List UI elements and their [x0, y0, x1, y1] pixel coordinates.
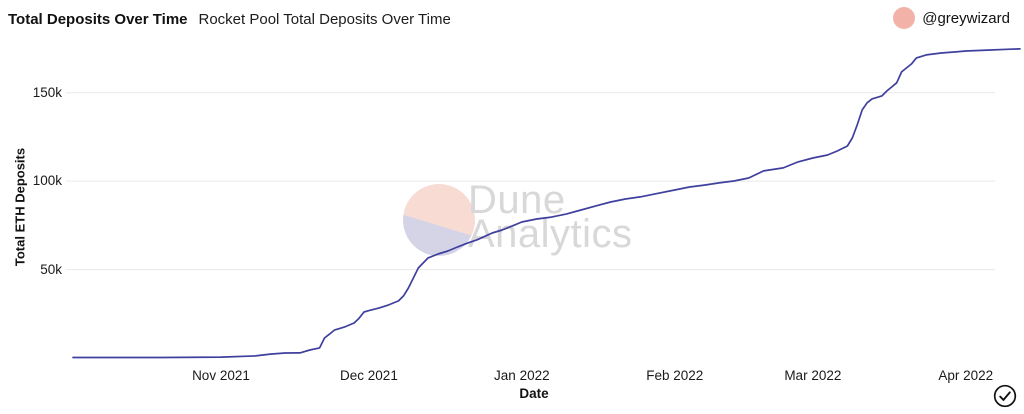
y-tick-label: 100k: [32, 173, 62, 189]
chart-header: Total Deposits Over Time Rocket Pool Tot…: [8, 7, 1016, 31]
check-circle-icon: [993, 384, 1017, 408]
x-tick-label: Feb 2022: [646, 368, 704, 383]
author-chip[interactable]: @greywizard: [893, 7, 1010, 29]
x-tick-label: Mar 2022: [784, 368, 842, 383]
x-tick-label: Apr 2022: [938, 368, 994, 383]
query-success-indicator: [992, 383, 1018, 409]
author-avatar: [893, 7, 916, 29]
x-axis-title: Date: [519, 386, 549, 401]
chart-title: Total Deposits Over Time: [8, 10, 188, 28]
y-tick-label: 50k: [40, 261, 62, 277]
chart-subtitle: Rocket Pool Total Deposits Over Time: [198, 10, 451, 28]
author-handle: @greywizard: [922, 9, 1010, 27]
x-tick-label: Dec 2021: [340, 368, 398, 383]
y-tick-label: 150k: [32, 84, 62, 100]
x-tick-label: Nov 2021: [192, 368, 250, 383]
x-tick-label: Jan 2022: [494, 368, 550, 383]
total-deposits-series: [72, 48, 1021, 359]
